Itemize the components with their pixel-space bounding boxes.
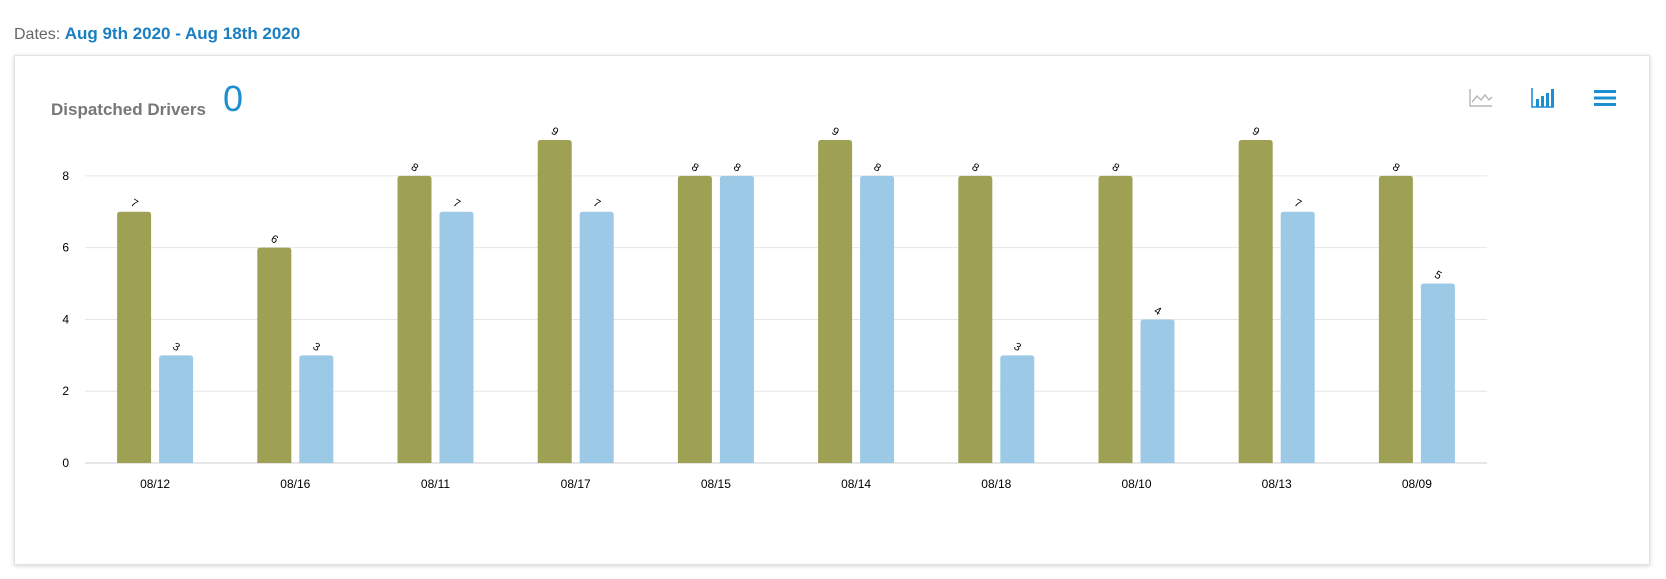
data-label: 7 xyxy=(591,197,602,210)
data-label: 3 xyxy=(1012,341,1023,354)
bar xyxy=(677,175,712,463)
x-tick-label: 08/12 xyxy=(140,477,170,491)
bar xyxy=(299,355,334,463)
x-tick-label: 08/15 xyxy=(701,477,731,491)
data-label: 8 xyxy=(871,161,882,174)
chart-card: Dispatched Drivers 0 0 2 4 6 8 xyxy=(14,55,1650,565)
card-title: Dispatched Drivers xyxy=(51,100,206,119)
bar-chart-button[interactable] xyxy=(1529,84,1557,112)
bar xyxy=(1098,175,1133,463)
bar xyxy=(579,211,614,463)
bar xyxy=(439,211,474,463)
x-tick-label: 08/16 xyxy=(280,477,310,491)
data-label: 5 xyxy=(1432,269,1443,282)
x-tick-label: 08/17 xyxy=(561,477,591,491)
data-label: 9 xyxy=(549,125,560,138)
bar xyxy=(1140,319,1175,463)
bar xyxy=(397,175,432,463)
data-label: 7 xyxy=(128,197,139,210)
x-tick-label: 08/09 xyxy=(1402,477,1432,491)
data-label: 7 xyxy=(1292,197,1303,210)
line-chart-icon xyxy=(1469,89,1493,107)
y-tick-label: 0 xyxy=(62,456,69,470)
chart-toolbar xyxy=(1467,84,1619,112)
y-tick-label: 2 xyxy=(62,384,69,398)
dates-line: Dates: Aug 9th 2020 - Aug 18th 2020 xyxy=(14,24,300,44)
y-tick-label: 4 xyxy=(62,312,69,326)
y-tick-label: 8 xyxy=(62,169,69,183)
bar xyxy=(1238,140,1273,463)
bar xyxy=(719,175,754,463)
data-label: 8 xyxy=(409,161,420,174)
metric-value: 0 xyxy=(223,78,244,119)
bar xyxy=(537,140,572,463)
data-label: 8 xyxy=(970,161,981,174)
bar xyxy=(1000,355,1035,463)
y-tick-label: 6 xyxy=(62,241,69,255)
data-label: 8 xyxy=(731,161,742,174)
data-label: 6 xyxy=(269,233,280,246)
bar xyxy=(257,247,292,463)
data-label: 8 xyxy=(1110,161,1121,174)
data-label: 8 xyxy=(689,161,700,174)
bar-chart: 0 2 4 6 8 7 3 08/12 6 3 08/16 8 7 08/11 9 7 08/17 8 8 08/15… xyxy=(62,125,1487,491)
data-label: 3 xyxy=(170,341,181,354)
bar xyxy=(818,140,853,463)
x-tick-label: 08/13 xyxy=(1262,477,1292,491)
dates-label: Dates: xyxy=(14,26,61,43)
data-label: 4 xyxy=(1152,305,1163,318)
bar xyxy=(1420,283,1455,463)
x-tick-label: 08/10 xyxy=(1121,477,1151,491)
bar xyxy=(159,355,194,463)
bar xyxy=(1378,175,1413,463)
data-label: 9 xyxy=(1250,125,1261,138)
x-tick-label: 08/14 xyxy=(841,477,871,491)
line-chart-button[interactable] xyxy=(1467,84,1495,112)
bar-chart-icon xyxy=(1531,88,1554,108)
bar xyxy=(860,175,895,463)
bar xyxy=(1280,211,1315,463)
data-label: 9 xyxy=(829,125,840,138)
menu-button[interactable] xyxy=(1591,84,1619,112)
data-label: 8 xyxy=(1390,161,1401,174)
bar xyxy=(117,211,152,463)
x-tick-label: 08/18 xyxy=(981,477,1011,491)
bar xyxy=(958,175,993,463)
date-range: Aug 9th 2020 - Aug 18th 2020 xyxy=(64,24,301,43)
data-label: 3 xyxy=(311,341,322,354)
menu-icon xyxy=(1594,90,1616,106)
x-tick-label: 08/11 xyxy=(421,477,450,491)
data-label: 7 xyxy=(451,197,462,210)
